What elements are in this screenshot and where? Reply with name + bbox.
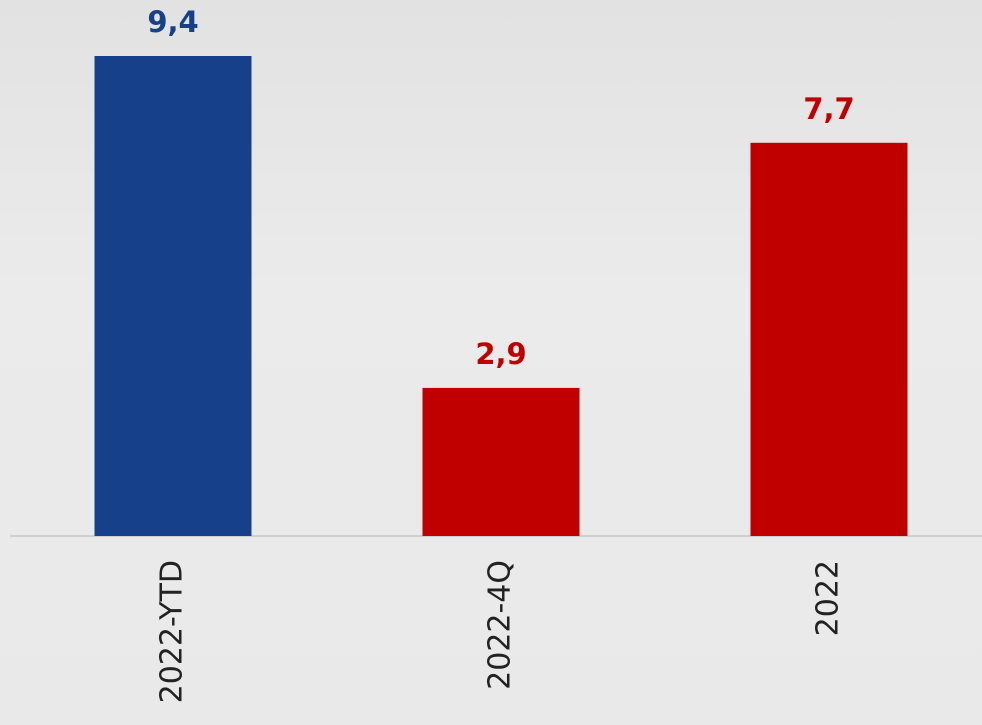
bar — [751, 143, 908, 536]
value-label: 9,4 — [147, 5, 198, 39]
x-tick-label: 2022 — [811, 560, 846, 636]
x-tick-label: 2022-YTD — [155, 560, 190, 703]
page: 9,42022-YTD2,92022-4Q7,72022 (() => { co… — [0, 0, 982, 725]
value-label: 7,7 — [803, 92, 854, 126]
bar — [95, 56, 252, 536]
bar — [423, 388, 580, 536]
value-label: 2,9 — [475, 337, 526, 371]
x-tick-label: 2022-4Q — [483, 560, 518, 690]
chart: 9,4 2022-YTD 2,9 2022-4Q 7,7 2022 — [0, 0, 982, 725]
